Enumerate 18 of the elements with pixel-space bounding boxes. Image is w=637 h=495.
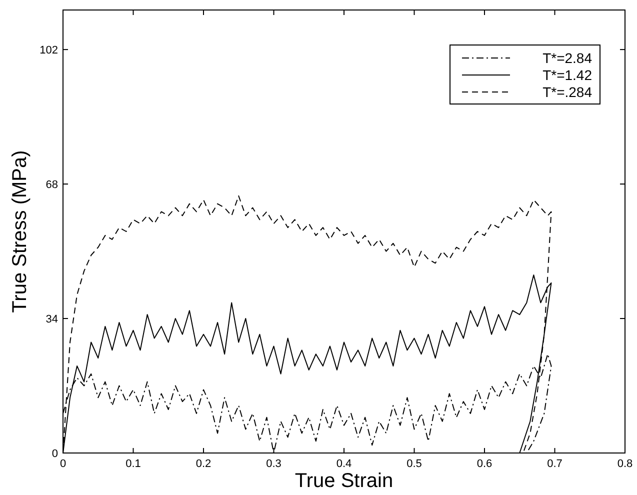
x-tick-label: 0.6 (476, 458, 492, 470)
x-tick-label: 0.7 (547, 458, 562, 470)
x-tick-label: 0.3 (266, 458, 282, 470)
y-axis-title: True Stress (MPa) (9, 150, 31, 313)
x-axis-title: True Strain (294, 470, 394, 492)
x-tick-label: 0.2 (196, 458, 212, 470)
legend-label: T*=1.42 (542, 67, 592, 83)
x-tick-label: 0.1 (126, 458, 141, 470)
x-tick-label: 0 (60, 458, 66, 470)
legend-label: T*=.284 (542, 84, 592, 100)
y-tick-label: 68 (46, 179, 58, 192)
y-tick-label: 0 (52, 448, 58, 460)
x-tick-label: 0.4 (336, 458, 352, 470)
x-tick-label: 0.8 (617, 458, 633, 470)
legend-label: T*=2.84 (542, 50, 592, 66)
y-tick-label: 34 (46, 314, 58, 326)
y-tick-label: 102 (40, 44, 58, 57)
x-tick-label: 0.5 (406, 458, 422, 470)
